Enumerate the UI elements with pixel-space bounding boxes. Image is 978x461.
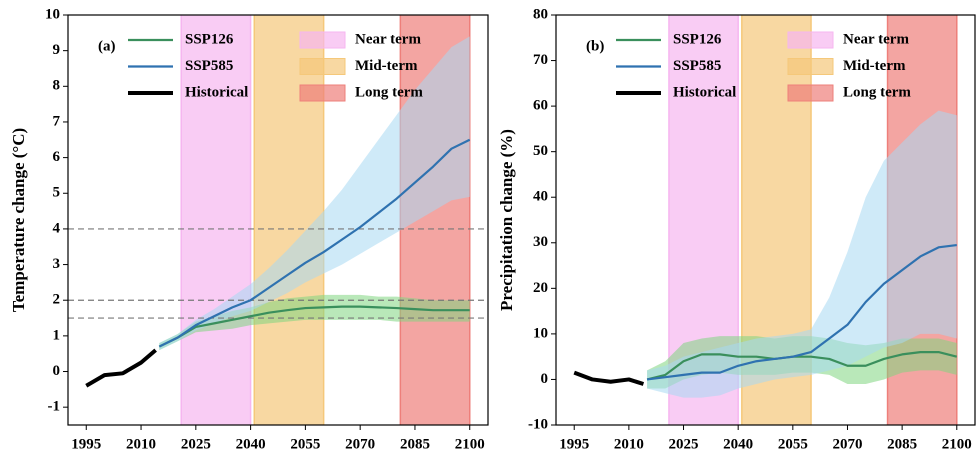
y-tick-label: 0 — [53, 363, 61, 379]
legend-label: SSP585 — [673, 58, 721, 74]
y-tick-label: 30 — [533, 234, 548, 250]
legend-swatch — [787, 31, 834, 49]
y-tick-label: 0 — [541, 371, 549, 387]
y-tick-label: 6 — [53, 149, 61, 165]
y-tick-label: -1 — [48, 399, 61, 415]
legend-swatch — [299, 58, 346, 75]
series-line — [158, 138, 471, 348]
series-line — [646, 243, 957, 381]
y-tick-label: 5 — [53, 185, 61, 201]
x-tick-label: 2070 — [345, 436, 375, 452]
uncertainty-band — [159, 36, 470, 351]
y-tick-label: 50 — [533, 143, 548, 159]
y-tick-label: 4 — [53, 220, 61, 236]
x-tick-label: 2085 — [400, 436, 430, 452]
x-tick-label: 2055 — [778, 436, 808, 452]
axes-frame — [555, 14, 976, 426]
legend-swatch — [787, 58, 834, 75]
legend-label: SSP585 — [185, 58, 233, 74]
period-band — [254, 15, 324, 425]
x-tick-label: 2055 — [290, 436, 320, 452]
y-tick-label: 20 — [533, 280, 548, 296]
axes-frame — [67, 14, 489, 426]
x-tick-label: 2100 — [455, 436, 485, 452]
plot — [573, 15, 958, 425]
plot — [68, 15, 488, 425]
period-band — [181, 15, 251, 425]
panel-label: (a) — [98, 38, 116, 54]
x-tick-label: 2010 — [614, 436, 644, 452]
legend-label: Near term — [355, 31, 421, 47]
series-line — [573, 370, 645, 386]
y-tick-label: 7 — [53, 113, 61, 129]
series-line — [85, 348, 157, 388]
x-tick-label: 2085 — [887, 436, 917, 452]
x-tick-label: 1995 — [559, 436, 589, 452]
series-line — [158, 305, 470, 348]
x-tick-label: 2100 — [942, 436, 972, 452]
y-tick-label: 80 — [533, 6, 548, 22]
y-axis-label: Precipitation change (%) — [497, 129, 516, 311]
x-tick-label: 2040 — [236, 436, 266, 452]
legend-label: Mid-term — [843, 58, 906, 74]
y-tick-label: 9 — [53, 42, 61, 58]
panel-label: (b) — [586, 38, 604, 54]
x-tick-label: 2010 — [126, 436, 156, 452]
y-tick-label: 3 — [53, 256, 61, 272]
x-tick-label: 2025 — [181, 436, 211, 452]
y-tick-label: 70 — [533, 52, 548, 68]
y-tick-label: 2 — [53, 292, 61, 308]
y-axis-label: Temperature change (°C) — [9, 128, 28, 312]
y-tick-label: 10 — [45, 6, 60, 22]
legend-label: Historical — [185, 84, 248, 100]
y-tick-label: -10 — [528, 416, 548, 432]
legend-label: Near term — [843, 31, 909, 47]
x-tick-label: 2040 — [723, 436, 753, 452]
y-tick-label: 40 — [533, 189, 548, 205]
y-tick-label: 60 — [533, 98, 548, 114]
series-line — [646, 351, 958, 381]
x-tick-label: 1995 — [71, 436, 101, 452]
y-tick-label: 1 — [53, 327, 61, 343]
x-tick-label: 2070 — [832, 436, 862, 452]
x-tick-label: 2025 — [669, 436, 699, 452]
legend-swatch — [299, 31, 346, 49]
legend-label: Long term — [355, 84, 423, 100]
y-tick-label: 8 — [53, 78, 61, 94]
legend-label: Mid-term — [355, 58, 418, 74]
legend-label: SSP126 — [185, 31, 234, 47]
legend-label: Historical — [673, 84, 736, 100]
uncertainty-band — [647, 110, 957, 398]
legend-label: SSP126 — [673, 31, 722, 47]
legend-swatch — [299, 84, 346, 102]
legend-swatch — [787, 84, 834, 102]
y-tick-label: 10 — [533, 325, 548, 341]
legend-label: Long term — [843, 84, 911, 100]
